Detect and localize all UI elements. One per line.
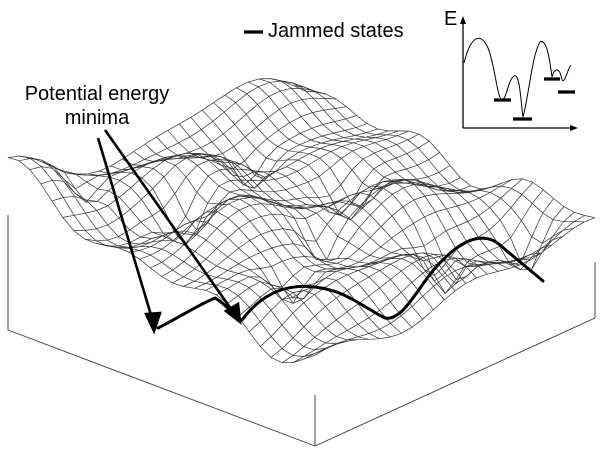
mesh-line <box>99 166 402 334</box>
inset-energy-curve <box>463 37 572 118</box>
inset-vertical-arrowhead <box>460 16 466 24</box>
mesh-line <box>167 130 467 284</box>
mesh-line <box>144 143 445 301</box>
mesh-line <box>53 166 359 341</box>
mesh-line <box>236 87 531 264</box>
inset-horizontal-arrowhead <box>570 125 578 131</box>
base-box-outline <box>7 215 596 447</box>
jammed-states-label: Jammed states <box>268 20 404 42</box>
mesh-line <box>84 128 378 242</box>
mesh-line <box>133 151 434 311</box>
mesh-line <box>270 78 563 271</box>
mesh-line <box>42 161 348 344</box>
mesh-line <box>270 198 554 358</box>
trajectory-curve <box>156 236 545 330</box>
energy-surface-mesh <box>7 78 596 364</box>
mesh-line <box>247 81 542 263</box>
arrowhead-left <box>144 311 162 335</box>
energy-axis-label: E <box>444 8 458 30</box>
mesh-line <box>282 80 574 244</box>
minima-label-line2: minima <box>64 107 130 129</box>
mesh-line <box>190 117 488 282</box>
mesh-line <box>304 90 596 219</box>
mesh-line <box>95 130 389 247</box>
mesh-line <box>293 85 585 223</box>
mesh-line <box>292 212 575 363</box>
mesh-line <box>122 155 423 320</box>
mesh-line <box>30 157 337 351</box>
base-box-right-edge <box>314 262 596 447</box>
mesh-line <box>238 178 523 317</box>
inset-energy-plot <box>460 16 578 131</box>
mesh-line <box>73 123 368 231</box>
mesh-line <box>179 123 477 279</box>
mesh-line <box>19 155 326 357</box>
mesh-line <box>248 182 534 333</box>
base-box-left-edge <box>7 215 316 447</box>
mesh-line <box>224 94 520 267</box>
minima-label-line1: Potential energy <box>24 83 170 105</box>
mesh-line <box>259 78 553 271</box>
arrow-to-left-minimum <box>96 137 156 326</box>
mesh-line <box>106 130 399 248</box>
mesh-line <box>201 109 499 295</box>
mesh-line <box>314 217 596 356</box>
minima-label: Potential energy minima <box>12 82 182 130</box>
mesh-line <box>213 102 509 281</box>
mesh-line <box>156 136 456 292</box>
mesh-line <box>303 215 585 360</box>
mesh-line <box>172 177 461 284</box>
minima-pointer-arrows <box>96 129 242 335</box>
arrow-to-center-minimum <box>103 129 238 317</box>
mesh-line <box>7 157 316 364</box>
arrowhead-center <box>223 301 242 325</box>
